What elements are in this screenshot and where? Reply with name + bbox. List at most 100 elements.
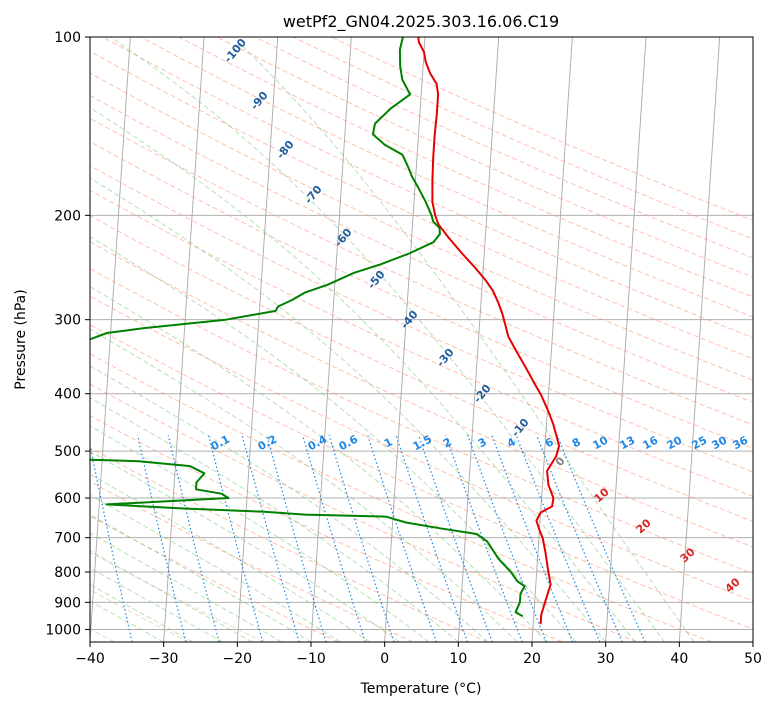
- moist-adiabats: [90, 37, 695, 642]
- x-tick-label: 40: [670, 651, 688, 667]
- mixing-ratio-label: 16: [641, 433, 661, 452]
- mixing-ratio-label: 1.5: [411, 433, 434, 454]
- x-tick-label: −20: [223, 651, 253, 667]
- moist-adiabat-line: [90, 328, 518, 642]
- dry-adiabat-label: 30: [678, 545, 698, 565]
- mixing-ratio-label: 0.1: [209, 433, 232, 454]
- dewpoint-profile-line: [90, 37, 526, 618]
- chart-title: wetPf2_GN04.2025.303.16.06.C19: [283, 12, 559, 32]
- mixing-ratio-label: 0.4: [306, 432, 330, 453]
- dry-adiabat-line: [90, 215, 753, 522]
- moist-adiabat-line: [90, 177, 607, 642]
- dry-adiabat-label: 40: [723, 575, 743, 595]
- mixing-ratio-line: [208, 435, 264, 642]
- moist-adiabat-line: [90, 514, 312, 642]
- dry-adiabat-line: [90, 141, 753, 449]
- mixing-ratio-line: [167, 435, 220, 642]
- moist-adiabat-label: -60: [332, 226, 355, 250]
- mixing-ratio-line: [467, 434, 547, 642]
- y-axis-label: Pressure (hPa): [13, 289, 29, 389]
- moist-adiabat-line: [90, 550, 253, 642]
- mixing-ratio-lines: [90, 434, 646, 642]
- moist-adiabat-line: [90, 397, 459, 642]
- y-tick-label: 500: [54, 444, 81, 460]
- temperature-profile-line: [417, 37, 561, 625]
- moist-adiabat-line: [90, 425, 430, 642]
- moist-adiabat-line: [90, 532, 282, 642]
- dry-adiabat-line: [90, 72, 753, 381]
- x-tick-label: −30: [149, 651, 179, 667]
- dry-adiabat-line: [140, 37, 753, 318]
- y-axis-ticks: 100 200 300 400 500 600 700 800 900 1000: [45, 30, 90, 638]
- moist-adiabat-label: -40: [398, 308, 421, 332]
- x-axis-label: Temperature (°C): [360, 681, 482, 697]
- mixing-ratio-line: [515, 434, 601, 642]
- mixing-ratio-line: [536, 434, 623, 642]
- isotherm-line: [752, 635, 753, 642]
- mixing-ratio-label: 36: [731, 433, 751, 452]
- isobar-gridlines: [90, 37, 753, 630]
- y-tick-label: 100: [54, 30, 81, 46]
- y-tick-label: 400: [54, 387, 81, 403]
- y-tick-label: 800: [54, 565, 81, 581]
- isotherm-line: [457, 37, 500, 642]
- mixing-ratio-line: [445, 435, 523, 642]
- dry-adiabat-line: [90, 117, 753, 426]
- x-tick-label: 50: [744, 651, 762, 667]
- isotherm-gridlines: [90, 37, 753, 642]
- dry-adiabat-line: [331, 37, 753, 221]
- mixing-ratio-line: [137, 435, 187, 642]
- isotherm-line: [90, 37, 131, 642]
- dry-adiabat-label: 10: [592, 485, 612, 505]
- dry-adiabat-line: [90, 589, 190, 642]
- isotherm-line: [384, 37, 426, 642]
- dry-adiabat-line: [90, 324, 753, 630]
- dry-adiabat-line: [254, 37, 753, 259]
- isotherm-line: [678, 37, 721, 642]
- mixing-ratio-line: [556, 434, 646, 642]
- dry-adiabat-line: [178, 37, 753, 298]
- moist-adiabat-label: -90: [248, 89, 271, 113]
- isotherm-line: [310, 37, 352, 642]
- y-tick-label: 600: [54, 491, 81, 507]
- x-tick-label: 10: [449, 651, 467, 667]
- moist-adiabat-line: [90, 473, 371, 642]
- moist-adiabat-label: -50: [365, 268, 388, 292]
- isotherm-line: [531, 37, 573, 642]
- dry-adiabat-line: [90, 241, 753, 548]
- mixing-ratio-line: [395, 435, 469, 642]
- y-tick-label: 1000: [45, 622, 81, 638]
- mixing-ratio-line: [266, 435, 327, 642]
- moist-adiabat-line: [110, 37, 665, 642]
- mixing-ratio-line: [241, 435, 300, 642]
- isotherm-line: [236, 37, 279, 642]
- reference-line-labels: 0.1 0.2 0.4 0.6 1 1.5 2 3 4 6 8 10 13 16 20 25 30 36-100-…: [209, 36, 751, 595]
- mixing-ratio-line: [418, 435, 493, 642]
- x-tick-label: 20: [523, 651, 541, 667]
- x-tick-label: −10: [296, 651, 326, 667]
- moist-adiabat-line: [90, 494, 341, 642]
- dry-adiabat-line: [90, 268, 753, 575]
- isotherm-line: [605, 37, 647, 642]
- x-tick-label: 0: [380, 651, 389, 667]
- dry-adiabat-line: [90, 50, 753, 360]
- dry-adiabat-line: [90, 414, 563, 642]
- y-tick-label: 300: [54, 313, 81, 329]
- dry-adiabat-line: [102, 37, 753, 339]
- moist-adiabat-label: -100: [221, 36, 249, 66]
- dry-adiabat-line: [90, 165, 753, 473]
- dry-adiabats: [90, 37, 753, 642]
- moist-adiabat-line: [232, 37, 695, 642]
- mixing-ratio-label: 30: [710, 433, 730, 452]
- moist-adiabat-label: -70: [302, 183, 325, 207]
- sounding-series: [90, 37, 561, 625]
- dry-adiabat-line: [90, 94, 753, 403]
- mixing-ratio-label: 13: [618, 434, 638, 453]
- mixing-ratio-line: [302, 435, 366, 642]
- mixing-ratio-label: 20: [665, 433, 685, 452]
- mixing-ratio-label: 10: [591, 433, 611, 452]
- dry-adiabat-line: [90, 189, 753, 497]
- moist-adiabat-label: -10: [509, 416, 532, 440]
- x-tick-label: −40: [75, 651, 105, 667]
